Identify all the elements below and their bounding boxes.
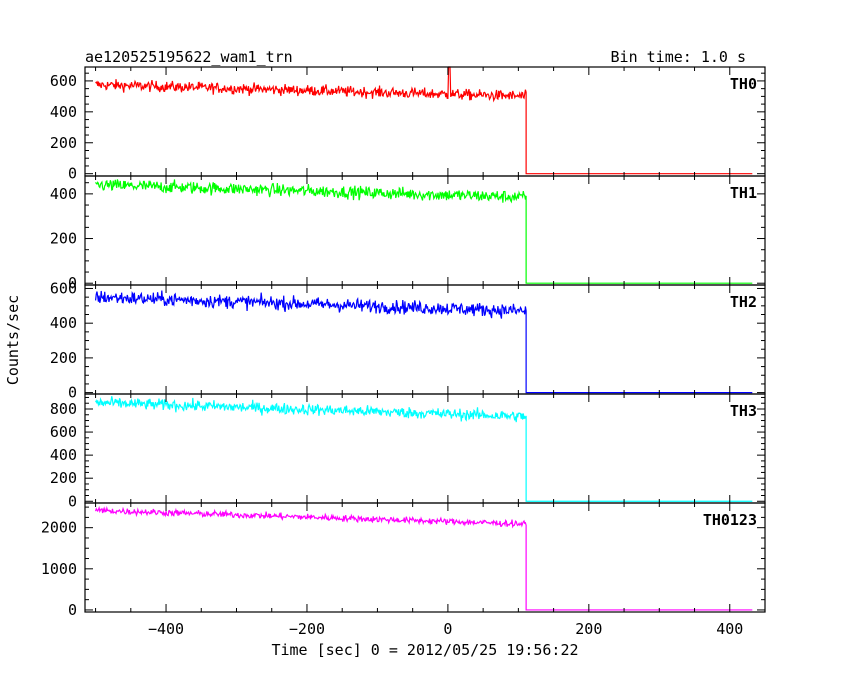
x-tick-label: −200: [289, 620, 325, 638]
x-tick-label: 200: [575, 620, 602, 638]
panel-label-th0123: TH0123: [703, 511, 757, 529]
y-tick-label-th3: 600: [50, 423, 77, 441]
panel-frame-th1: [84, 175, 766, 286]
series-line-th0123: [94, 505, 753, 611]
panel-label-th1: TH1: [730, 184, 757, 202]
bin-time-label: Bin time: 1.0 s: [611, 48, 746, 66]
y-tick-label-th0: 0: [68, 165, 77, 183]
panels-group: 0 200 400 600 TH0 0 200 400 TH1 0 200 400 600 TH2 0 200…: [41, 66, 766, 638]
series-line-th3: [95, 396, 753, 502]
y-tick-label-th1: 0: [68, 274, 77, 292]
y-tick-label-th2: 400: [50, 314, 77, 332]
series-line-th1: [95, 179, 753, 284]
y-tick-label-th3: 0: [68, 492, 77, 510]
series-line-th2: [94, 290, 753, 394]
x-axis-title: Time [sec] 0 = 2012/05/25 19:56:22: [271, 641, 578, 659]
panel-frame-th0123: [84, 502, 766, 613]
y-tick-label-th2: 600: [50, 279, 77, 297]
y-tick-label-th3: 400: [50, 446, 77, 464]
y-tick-label-th0123: 2000: [41, 519, 77, 537]
y-tick-label-th2: 0: [68, 384, 77, 402]
y-tick-label-th0: 600: [50, 72, 77, 90]
y-tick-label-th1: 400: [50, 185, 77, 203]
y-axis-title: Counts/sec: [4, 295, 22, 385]
y-tick-label-th0: 400: [50, 103, 77, 121]
x-tick-label: −400: [148, 620, 184, 638]
series-line-th0: [95, 66, 753, 175]
y-tick-label-th1: 200: [50, 230, 77, 248]
x-tick-label: 400: [716, 620, 743, 638]
panel-label-th2: TH2: [730, 293, 757, 311]
panel-frame-th0: [84, 66, 766, 177]
panel-frame-th3: [84, 393, 766, 504]
chart-title: ae120525195622_wam1_trn: [85, 48, 293, 66]
y-tick-label-th2: 200: [50, 349, 77, 367]
y-tick-label-th0123: 0: [68, 601, 77, 619]
y-tick-label-th3: 800: [50, 400, 77, 418]
panel-label-th0: TH0: [730, 75, 757, 93]
x-tick-label: 0: [443, 620, 452, 638]
y-tick-label-th0123: 1000: [41, 560, 77, 578]
y-tick-label-th0: 200: [50, 134, 77, 152]
panel-label-th3: TH3: [730, 402, 757, 420]
y-tick-label-th3: 200: [50, 469, 77, 487]
